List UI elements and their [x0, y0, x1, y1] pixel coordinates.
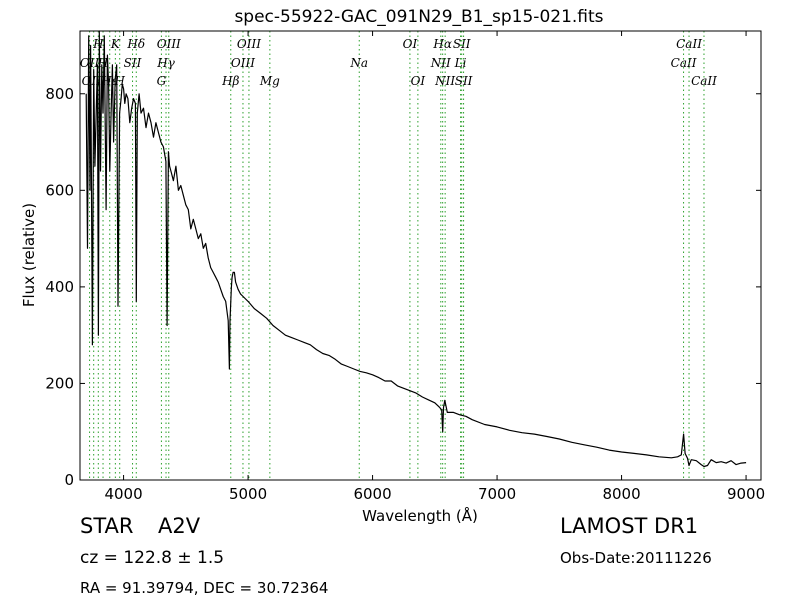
- x-tick-label: 9000: [727, 485, 765, 503]
- y-axis-label: Flux (relative): [20, 203, 38, 307]
- y-tick-label: 800: [45, 85, 74, 103]
- line-marker-label: CaII: [691, 74, 717, 88]
- line-marker-label: CaII: [676, 37, 702, 51]
- survey-name: LAMOST DR1: [560, 514, 699, 538]
- y-tick-label: 400: [45, 278, 74, 296]
- spectrum-line: [85, 30, 747, 468]
- plot-frame: [79, 30, 762, 481]
- x-tick-label: 8000: [602, 485, 640, 503]
- line-marker-label: Hα: [432, 37, 452, 51]
- object-class: STAR: [80, 514, 134, 538]
- spectrum-series: [85, 30, 747, 468]
- x-tick-label: 6000: [353, 485, 391, 503]
- observation-date: Obs-Date:20111226: [560, 549, 712, 567]
- y-tick-label: 600: [45, 181, 74, 199]
- x-tick-label: 4000: [104, 485, 142, 503]
- line-marker-label: K: [110, 37, 121, 51]
- line-marker-label: Li: [454, 56, 467, 70]
- line-marker-label: Hγ: [156, 56, 175, 70]
- redshift-value: cz = 122.8 ± 1.5: [80, 548, 225, 568]
- coordinates: RA = 91.39794, DEC = 30.72364: [80, 579, 329, 597]
- line-marker-label: Mg: [259, 74, 280, 88]
- line-marker-label: NII: [434, 74, 455, 88]
- line-marker-label: OIII: [157, 37, 181, 51]
- line-marker-label: SII: [453, 37, 471, 51]
- line-marker-label: OIII: [231, 56, 255, 70]
- line-markers: OIIOIIIHHHεKHSIIHδGHγOIIIHβOIIIOIIIMgNaO…: [80, 31, 717, 480]
- line-marker-label: SII: [124, 56, 142, 70]
- line-marker-label: G: [157, 74, 167, 88]
- line-marker-label: Hβ: [221, 74, 239, 88]
- x-axis-label: Wavelength (Å): [362, 506, 478, 525]
- line-marker-label: CaII: [671, 56, 697, 70]
- chart-title: spec-55922-GAC_091N29_B1_sp15-021.fits: [234, 7, 603, 27]
- line-marker-label: SII: [455, 74, 473, 88]
- y-tick-label: 200: [45, 374, 74, 392]
- line-marker-label: OI: [411, 74, 426, 88]
- line-marker-label: OII: [80, 56, 100, 70]
- line-marker-label: Hδ: [126, 37, 145, 51]
- line-marker-label: H: [92, 37, 104, 51]
- x-tick-label: 5000: [229, 485, 267, 503]
- x-tick-label: 7000: [478, 485, 516, 503]
- line-marker-label: OIII: [237, 37, 261, 51]
- line-marker-label: OI: [403, 37, 418, 51]
- line-marker-label: NII: [430, 56, 451, 70]
- line-marker-label: Na: [349, 56, 368, 70]
- y-tick-label: 0: [64, 471, 74, 489]
- axis-ticks: 4000 5000 6000 7000 8000 9000 0 200 400 600 800: [45, 31, 765, 503]
- object-subclass: A2V: [158, 514, 201, 538]
